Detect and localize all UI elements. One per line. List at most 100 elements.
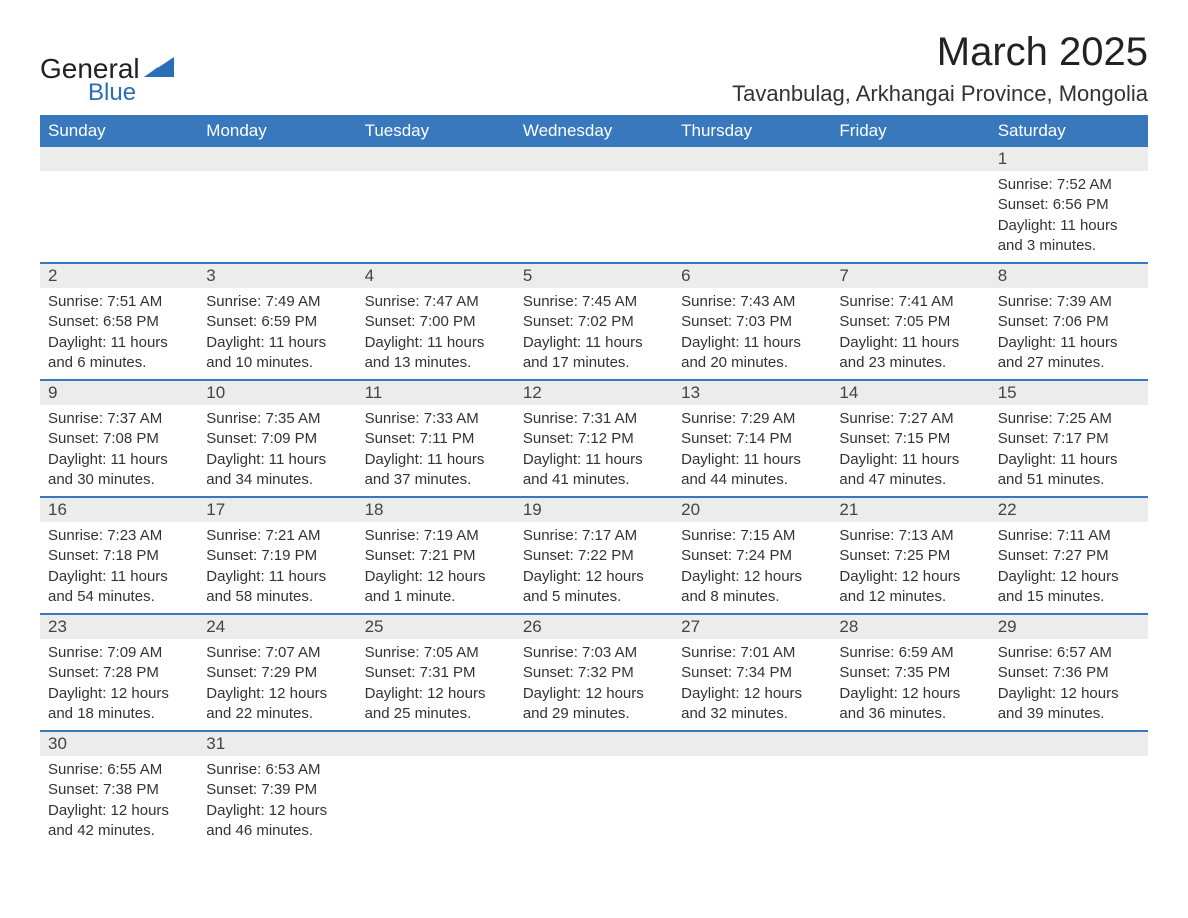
- daylight-text: Daylight: 11 hours and 37 minutes.: [365, 450, 507, 491]
- day-number: 19: [515, 498, 673, 522]
- daylight-text: Daylight: 12 hours and 5 minutes.: [523, 567, 665, 608]
- calendar-week-row: 23Sunrise: 7:09 AMSunset: 7:28 PMDayligh…: [40, 614, 1148, 731]
- sunset-text: Sunset: 7:02 PM: [523, 312, 665, 332]
- daylight-text: Daylight: 11 hours and 47 minutes.: [839, 450, 981, 491]
- sunset-text: Sunset: 7:11 PM: [365, 429, 507, 449]
- day-data: Sunrise: 7:51 AMSunset: 6:58 PMDaylight:…: [40, 288, 198, 379]
- sunrise-text: Sunrise: 7:15 AM: [681, 526, 823, 546]
- day-number: 1: [990, 147, 1148, 171]
- calendar-cell: 27Sunrise: 7:01 AMSunset: 7:34 PMDayligh…: [673, 614, 831, 731]
- sunrise-text: Sunrise: 7:27 AM: [839, 409, 981, 429]
- calendar-cell: [673, 147, 831, 263]
- calendar-cell: 13Sunrise: 7:29 AMSunset: 7:14 PMDayligh…: [673, 380, 831, 497]
- calendar-cell: [515, 731, 673, 847]
- calendar-cell: [198, 147, 356, 263]
- day-number: 30: [40, 732, 198, 756]
- daylight-text: Daylight: 11 hours and 27 minutes.: [998, 333, 1140, 374]
- daylight-text: Daylight: 12 hours and 8 minutes.: [681, 567, 823, 608]
- sunset-text: Sunset: 7:22 PM: [523, 546, 665, 566]
- daylight-text: Daylight: 12 hours and 18 minutes.: [48, 684, 190, 725]
- daylight-text: Daylight: 12 hours and 39 minutes.: [998, 684, 1140, 725]
- day-data: Sunrise: 7:25 AMSunset: 7:17 PMDaylight:…: [990, 405, 1148, 496]
- day-data: Sunrise: 7:05 AMSunset: 7:31 PMDaylight:…: [357, 639, 515, 730]
- title-block: March 2025 Tavanbulag, Arkhangai Provinc…: [732, 30, 1148, 107]
- calendar-cell: 31Sunrise: 6:53 AMSunset: 7:39 PMDayligh…: [198, 731, 356, 847]
- sunset-text: Sunset: 7:14 PM: [681, 429, 823, 449]
- calendar-week-row: 2Sunrise: 7:51 AMSunset: 6:58 PMDaylight…: [40, 263, 1148, 380]
- calendar-cell: [357, 147, 515, 263]
- daylight-text: Daylight: 11 hours and 51 minutes.: [998, 450, 1140, 491]
- sunset-text: Sunset: 7:29 PM: [206, 663, 348, 683]
- sunset-text: Sunset: 7:12 PM: [523, 429, 665, 449]
- day-number: 9: [40, 381, 198, 405]
- day-data: Sunrise: 7:31 AMSunset: 7:12 PMDaylight:…: [515, 405, 673, 496]
- day-data: Sunrise: 7:27 AMSunset: 7:15 PMDaylight:…: [831, 405, 989, 496]
- calendar-cell: [831, 731, 989, 847]
- calendar-cell: 2Sunrise: 7:51 AMSunset: 6:58 PMDaylight…: [40, 263, 198, 380]
- day-data-empty: [990, 756, 1148, 826]
- calendar-cell: 24Sunrise: 7:07 AMSunset: 7:29 PMDayligh…: [198, 614, 356, 731]
- day-number-empty: [673, 147, 831, 171]
- daylight-text: Daylight: 11 hours and 54 minutes.: [48, 567, 190, 608]
- calendar-week-row: 1Sunrise: 7:52 AMSunset: 6:56 PMDaylight…: [40, 147, 1148, 263]
- day-number: 2: [40, 264, 198, 288]
- daylight-text: Daylight: 12 hours and 22 minutes.: [206, 684, 348, 725]
- day-data-empty: [831, 756, 989, 826]
- daylight-text: Daylight: 12 hours and 36 minutes.: [839, 684, 981, 725]
- calendar-week-row: 9Sunrise: 7:37 AMSunset: 7:08 PMDaylight…: [40, 380, 1148, 497]
- calendar-cell: 22Sunrise: 7:11 AMSunset: 7:27 PMDayligh…: [990, 497, 1148, 614]
- calendar-cell: 28Sunrise: 6:59 AMSunset: 7:35 PMDayligh…: [831, 614, 989, 731]
- calendar-cell: [990, 731, 1148, 847]
- day-data: Sunrise: 7:23 AMSunset: 7:18 PMDaylight:…: [40, 522, 198, 613]
- day-data: Sunrise: 7:29 AMSunset: 7:14 PMDaylight:…: [673, 405, 831, 496]
- daylight-text: Daylight: 12 hours and 1 minute.: [365, 567, 507, 608]
- calendar-cell: 4Sunrise: 7:47 AMSunset: 7:00 PMDaylight…: [357, 263, 515, 380]
- sunset-text: Sunset: 7:18 PM: [48, 546, 190, 566]
- day-number: 7: [831, 264, 989, 288]
- daylight-text: Daylight: 11 hours and 58 minutes.: [206, 567, 348, 608]
- calendar-cell: 17Sunrise: 7:21 AMSunset: 7:19 PMDayligh…: [198, 497, 356, 614]
- daylight-text: Daylight: 11 hours and 13 minutes.: [365, 333, 507, 374]
- sunrise-text: Sunrise: 6:57 AM: [998, 643, 1140, 663]
- weekday-header: Monday: [198, 115, 356, 147]
- daylight-text: Daylight: 11 hours and 34 minutes.: [206, 450, 348, 491]
- day-data-empty: [673, 171, 831, 241]
- sunrise-text: Sunrise: 7:45 AM: [523, 292, 665, 312]
- day-data: Sunrise: 7:39 AMSunset: 7:06 PMDaylight:…: [990, 288, 1148, 379]
- day-number: 29: [990, 615, 1148, 639]
- sunset-text: Sunset: 7:24 PM: [681, 546, 823, 566]
- day-data: Sunrise: 7:15 AMSunset: 7:24 PMDaylight:…: [673, 522, 831, 613]
- sunset-text: Sunset: 7:35 PM: [839, 663, 981, 683]
- daylight-text: Daylight: 11 hours and 3 minutes.: [998, 216, 1140, 257]
- calendar-cell: 10Sunrise: 7:35 AMSunset: 7:09 PMDayligh…: [198, 380, 356, 497]
- sunset-text: Sunset: 7:34 PM: [681, 663, 823, 683]
- sunrise-text: Sunrise: 7:09 AM: [48, 643, 190, 663]
- daylight-text: Daylight: 11 hours and 44 minutes.: [681, 450, 823, 491]
- day-data-empty: [198, 171, 356, 241]
- day-number: 28: [831, 615, 989, 639]
- daylight-text: Daylight: 12 hours and 25 minutes.: [365, 684, 507, 725]
- sunrise-text: Sunrise: 7:07 AM: [206, 643, 348, 663]
- calendar-cell: [40, 147, 198, 263]
- sunrise-text: Sunrise: 7:29 AM: [681, 409, 823, 429]
- day-data: Sunrise: 7:01 AMSunset: 7:34 PMDaylight:…: [673, 639, 831, 730]
- daylight-text: Daylight: 11 hours and 23 minutes.: [839, 333, 981, 374]
- day-data-empty: [831, 171, 989, 241]
- calendar-cell: 23Sunrise: 7:09 AMSunset: 7:28 PMDayligh…: [40, 614, 198, 731]
- calendar-cell: 6Sunrise: 7:43 AMSunset: 7:03 PMDaylight…: [673, 263, 831, 380]
- calendar-cell: 26Sunrise: 7:03 AMSunset: 7:32 PMDayligh…: [515, 614, 673, 731]
- calendar-cell: 1Sunrise: 7:52 AMSunset: 6:56 PMDaylight…: [990, 147, 1148, 263]
- sunset-text: Sunset: 7:25 PM: [839, 546, 981, 566]
- day-data: Sunrise: 6:59 AMSunset: 7:35 PMDaylight:…: [831, 639, 989, 730]
- day-number: 18: [357, 498, 515, 522]
- sunset-text: Sunset: 6:56 PM: [998, 195, 1140, 215]
- calendar-cell: [515, 147, 673, 263]
- calendar-table: SundayMondayTuesdayWednesdayThursdayFrid…: [40, 115, 1148, 847]
- sunset-text: Sunset: 7:39 PM: [206, 780, 348, 800]
- sunrise-text: Sunrise: 7:43 AM: [681, 292, 823, 312]
- day-number-empty: [831, 732, 989, 756]
- day-number: 16: [40, 498, 198, 522]
- day-number: 11: [357, 381, 515, 405]
- sunrise-text: Sunrise: 7:35 AM: [206, 409, 348, 429]
- sunset-text: Sunset: 7:32 PM: [523, 663, 665, 683]
